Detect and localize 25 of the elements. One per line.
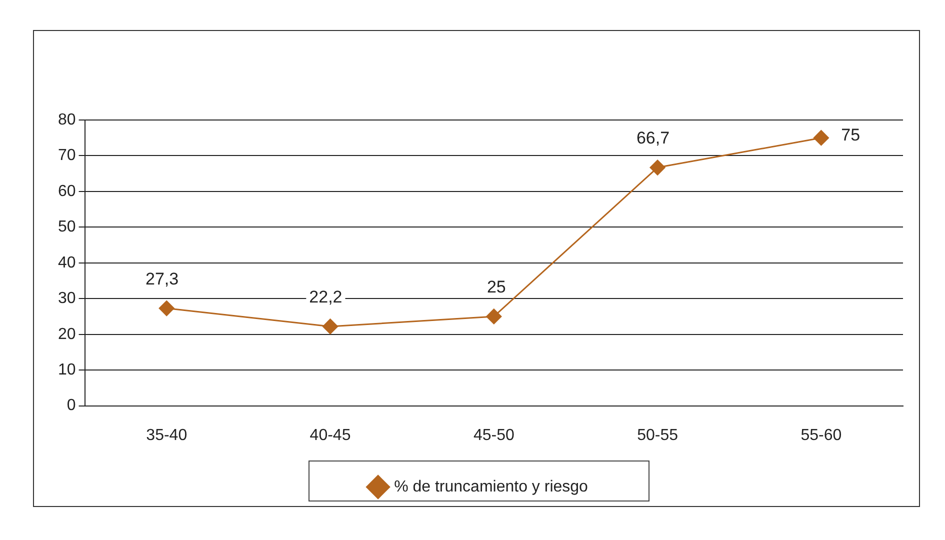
legend-label: % de truncamiento y riesgo xyxy=(394,478,588,496)
x-tick-label: 35-40 xyxy=(146,426,188,444)
data-label: 66,7 xyxy=(636,128,670,148)
y-tick-label: 70 xyxy=(58,147,76,164)
y-tick-label: 10 xyxy=(58,361,76,378)
data-label: 25 xyxy=(486,278,506,297)
point xyxy=(813,130,829,146)
point xyxy=(486,308,502,324)
data-label: 27,3 xyxy=(146,269,179,288)
point xyxy=(650,160,666,176)
y-tick-label: 50 xyxy=(58,218,76,236)
y-tick-label: 30 xyxy=(58,290,76,308)
y-tick-label: 0 xyxy=(66,397,76,414)
x-tick-label: 45-50 xyxy=(473,426,514,444)
y-tick-label: 20 xyxy=(58,326,76,343)
data-label: 22,2 xyxy=(309,288,342,307)
x-tick-label: 50-55 xyxy=(637,426,678,444)
point xyxy=(322,318,338,334)
y-tick-label: 60 xyxy=(58,182,76,200)
y-tick-label: 40 xyxy=(58,254,76,272)
data-label: 75 xyxy=(841,126,860,145)
point xyxy=(158,300,174,316)
y-tick-label: 80 xyxy=(58,111,76,128)
x-tick-label: 40-45 xyxy=(310,426,351,444)
x-tick-label: 55-60 xyxy=(800,426,842,444)
